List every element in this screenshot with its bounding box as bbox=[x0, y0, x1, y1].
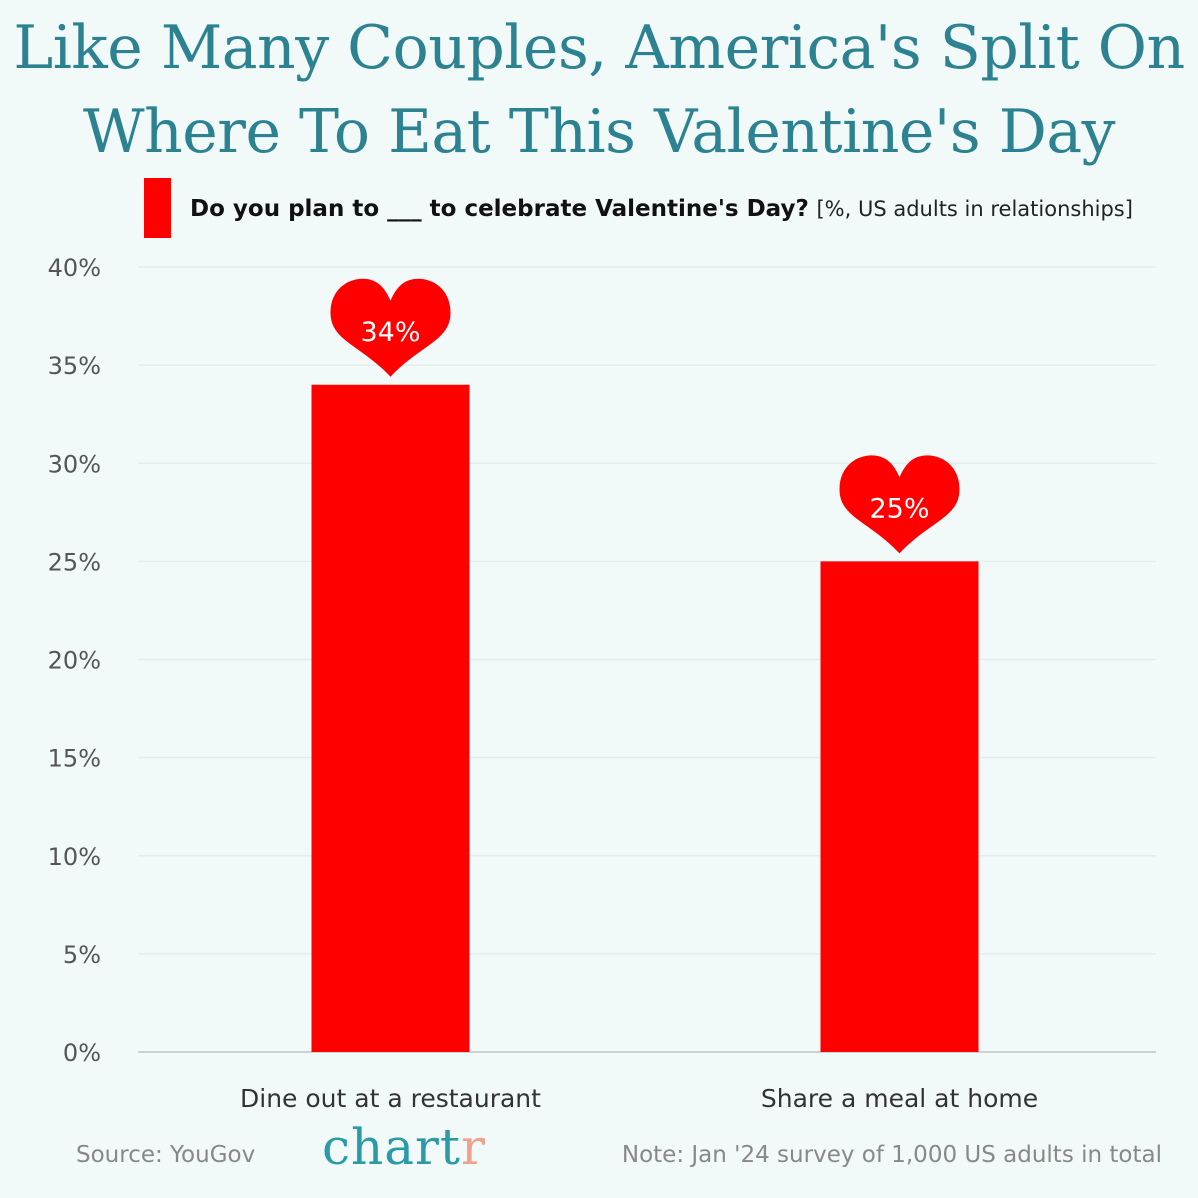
heart-icon bbox=[330, 278, 451, 377]
x-category-label: Dine out at a restaurant bbox=[240, 1084, 541, 1113]
brand-logo-tail: r bbox=[461, 1118, 486, 1176]
x-category-label: Share a meal at home bbox=[761, 1084, 1038, 1113]
data-label: 34% bbox=[360, 317, 420, 348]
chart-title: Like Many Couples, America's Split On Wh… bbox=[13, 13, 1185, 167]
bar bbox=[820, 561, 979, 1052]
note-text: Note: Jan '24 survey of 1,000 US adults … bbox=[621, 1142, 1162, 1168]
heart-icon bbox=[839, 455, 960, 554]
brand-logo: chartr bbox=[322, 1118, 486, 1176]
legend-label: Do you plan to ___ to celebrate Valentin… bbox=[190, 194, 1133, 222]
bar bbox=[311, 384, 470, 1052]
legend-units: [%, US adults in relationships] bbox=[816, 197, 1133, 221]
y-tick-label: 10% bbox=[48, 843, 101, 871]
y-tick-label: 0% bbox=[63, 1039, 101, 1067]
legend-question: Do you plan to ___ to celebrate Valentin… bbox=[190, 196, 809, 222]
y-tick-label: 15% bbox=[48, 745, 101, 773]
legend: Do you plan to ___ to celebrate Valentin… bbox=[144, 178, 1144, 238]
brand-logo-main: chart bbox=[322, 1118, 462, 1176]
data-label: 25% bbox=[869, 493, 929, 524]
y-tick-label: 30% bbox=[48, 450, 101, 478]
source-text: Source: YouGov bbox=[76, 1142, 256, 1168]
y-tick-label: 40% bbox=[48, 254, 101, 282]
y-tick-label: 25% bbox=[48, 548, 101, 576]
y-tick-label: 20% bbox=[48, 647, 101, 675]
legend-swatch bbox=[144, 178, 171, 238]
y-tick-label: 5% bbox=[63, 941, 101, 969]
y-tick-label: 35% bbox=[48, 352, 101, 380]
